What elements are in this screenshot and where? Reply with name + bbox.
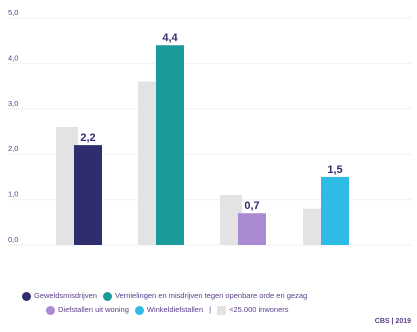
- bar-chart: 0,0 1,0 2,0 3,0 4,0 5,0 2,2 4,4 0,7 1,5: [8, 8, 412, 246]
- reference-bar: [56, 126, 78, 245]
- value-bar: [74, 145, 102, 245]
- legend-label: Diefstallen uit woning: [58, 305, 129, 314]
- legend-item-geweldsmisdrijven: Geweldsmisdrijven: [22, 289, 97, 303]
- legend-label: <25.000 inwoners: [229, 305, 289, 314]
- legend-swatch-reference: [217, 305, 227, 315]
- legend-item-winkeldiefstallen: Winkeldiefstallen: [134, 303, 204, 317]
- y-tick-label: 5,0: [8, 8, 18, 17]
- legend-item-reference: <25.000 inwoners: [217, 303, 289, 317]
- legend-item-vernielingen: Vernielingen en misdrijven tegen openbar…: [102, 289, 308, 303]
- legend-label: Vernielingen en misdrijven tegen openbar…: [114, 291, 308, 300]
- y-tick-label: 3,0: [8, 99, 18, 108]
- value-bar: [238, 213, 266, 245]
- reference-bar: [138, 81, 160, 245]
- source-credit: CBS | 2019: [374, 318, 411, 325]
- legend-swatch-vernielingen: [102, 291, 112, 301]
- y-tick-label: 4,0: [8, 53, 18, 62]
- legend-separator: |: [209, 305, 212, 314]
- legend-item-diefstallen: Diefstallen uit woning: [46, 303, 129, 317]
- y-tick-label: 1,0: [8, 190, 18, 199]
- legend-swatch-diefstallen: [46, 305, 55, 315]
- y-tick-label: 2,0: [8, 144, 18, 153]
- data-label: 2,2: [80, 132, 95, 144]
- value-bar: [321, 176, 349, 245]
- y-tick-label: 0,0: [8, 235, 18, 244]
- legend-row-2: Diefstallen uit woning Winkeldiefstallen…: [22, 303, 412, 317]
- legend-label: Geweldsmisdrijven: [34, 291, 97, 300]
- data-label: 1,5: [327, 164, 342, 176]
- reference-bar: [303, 208, 325, 245]
- legend-row-1: Geweldsmisdrijven Vernielingen en misdri…: [22, 289, 412, 303]
- legend: Geweldsmisdrijven Vernielingen en misdri…: [22, 289, 412, 317]
- value-bar: [156, 45, 184, 245]
- data-label: 4,4: [162, 32, 178, 44]
- legend-swatch-winkeldiefstallen: [134, 305, 144, 315]
- legend-label: Winkeldiefstallen: [146, 305, 204, 314]
- reference-bar: [220, 195, 242, 245]
- data-label: 0,7: [244, 200, 259, 212]
- legend-swatch-geweldsmisdrijven: [22, 291, 31, 301]
